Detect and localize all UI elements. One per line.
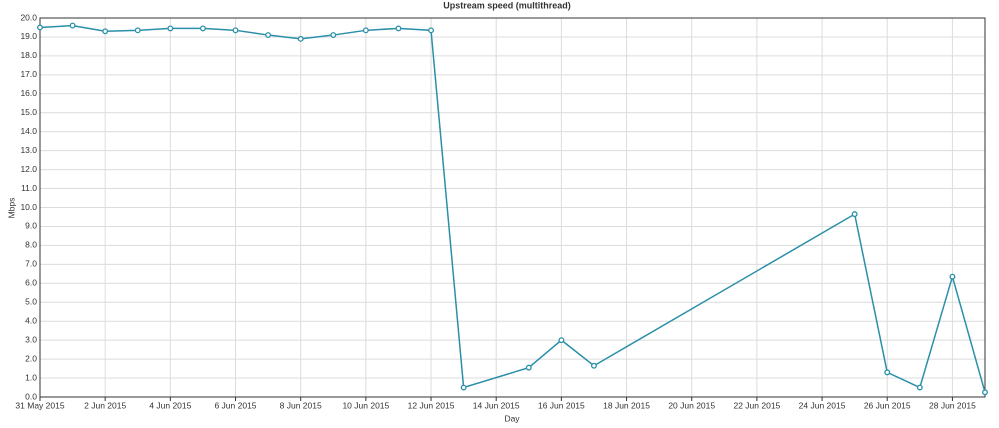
y-tick-label: 4.0 <box>25 315 37 325</box>
x-tick-label: 16 Jun 2015 <box>538 400 585 410</box>
data-point <box>265 32 272 39</box>
data-point <box>330 32 337 39</box>
data-point <box>916 384 923 391</box>
data-point <box>362 27 369 34</box>
data-point <box>37 24 43 31</box>
y-tick-label: 1.0 <box>25 372 37 382</box>
x-tick-label: 8 Jun 2015 <box>280 400 322 410</box>
y-tick-label: 17.0 <box>20 69 37 79</box>
y-tick-label: 18.0 <box>20 50 37 60</box>
data-point <box>102 28 109 35</box>
data-point <box>395 25 402 32</box>
x-tick-label: 2 Jun 2015 <box>84 400 126 410</box>
data-point <box>851 211 858 218</box>
y-tick-label: 3.0 <box>25 334 37 344</box>
y-tick-label: 13.0 <box>20 145 37 155</box>
data-point <box>982 389 988 396</box>
data-line <box>39 24 986 393</box>
y-tick-label: 19.0 <box>20 31 37 41</box>
y-tick-label: 8.0 <box>25 240 37 250</box>
y-tick-label: 14.0 <box>20 126 37 136</box>
y-tick-label: 9.0 <box>25 221 37 231</box>
data-point <box>884 369 891 376</box>
data-point <box>134 27 141 34</box>
y-tick-label: 11.0 <box>21 183 37 193</box>
plot-frame <box>39 17 986 398</box>
y-tick-label: 16.0 <box>20 88 37 98</box>
x-tick-label: 31 May 2015 <box>15 400 64 410</box>
data-point <box>428 27 434 34</box>
x-tick-label: 24 Jun 2015 <box>799 400 846 410</box>
x-tick-label: 18 Jun 2015 <box>603 400 650 410</box>
y-tick-label: 15.0 <box>20 107 37 117</box>
y-tick-label: 10.0 <box>20 202 37 212</box>
y-axis-label: Mbps <box>6 198 16 219</box>
x-tick-label: 6 Jun 2015 <box>214 400 256 410</box>
x-tick-label: 22 Jun 2015 <box>733 400 780 410</box>
data-point <box>297 35 304 42</box>
y-tick-label: 0.0 <box>25 391 37 401</box>
data-point <box>167 25 174 32</box>
y-tick-label: 7.0 <box>25 259 37 269</box>
data-point <box>199 25 206 32</box>
x-tick-label: 4 Jun 2015 <box>149 400 191 410</box>
data-point <box>949 273 956 280</box>
x-tick-label: 14 Jun 2015 <box>473 400 520 410</box>
x-tick-label: 26 Jun 2015 <box>864 400 911 410</box>
data-point <box>232 27 239 34</box>
y-tick-label: 12.0 <box>20 164 37 174</box>
data-point <box>460 384 467 391</box>
x-tick-label: 28 Jun 2015 <box>929 400 976 410</box>
y-tick-label: 5.0 <box>25 297 37 307</box>
data-point <box>591 362 597 369</box>
data-point <box>69 22 76 29</box>
data-point <box>558 337 565 344</box>
y-tick-label: 2.0 <box>25 353 37 363</box>
data-point <box>525 364 532 371</box>
y-tick-label: 6.0 <box>25 278 37 288</box>
x-axis-label: Day <box>504 413 520 423</box>
x-tick-label: 12 Jun 2015 <box>408 400 455 410</box>
x-tick-label: 20 Jun 2015 <box>668 400 715 410</box>
y-tick-label: 20.0 <box>20 12 37 22</box>
x-tick-label: 10 Jun 2015 <box>342 400 389 410</box>
chart-title: Upstream speed (multithread) <box>443 0 571 10</box>
